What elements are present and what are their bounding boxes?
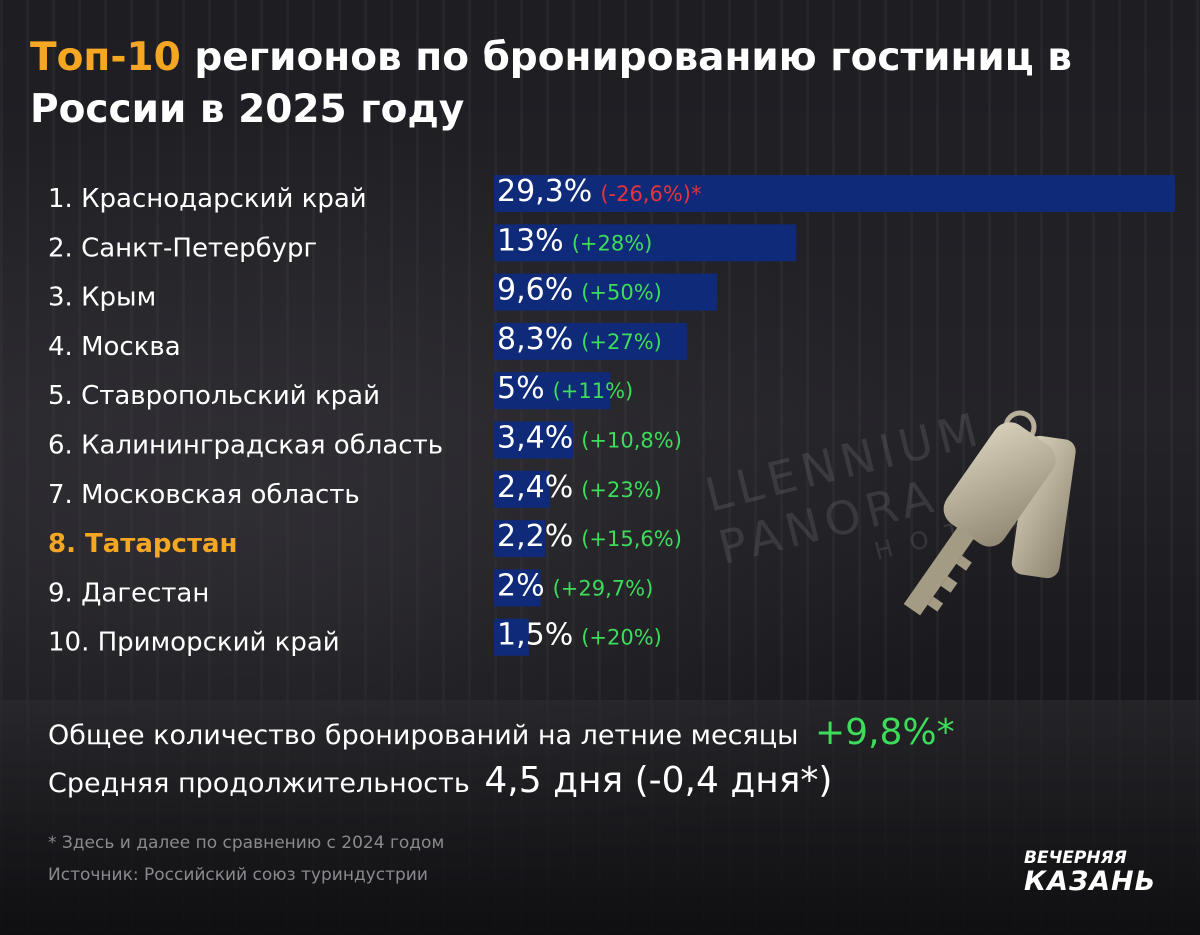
bar-9 bbox=[494, 569, 541, 607]
value-text-3: 9,6% bbox=[497, 273, 573, 308]
bar-1 bbox=[494, 175, 1175, 212]
category-label-7: 7. Московская область bbox=[48, 480, 360, 510]
change-label-4: (+27%) bbox=[581, 330, 662, 354]
title-rest: регионов по бронированию гостиниц в Росс… bbox=[30, 35, 1072, 132]
bar-3 bbox=[494, 273, 718, 311]
category-label-1: 1. Краснодарский край bbox=[48, 184, 367, 214]
bookings-label: Общее количество бронирований на летние … bbox=[48, 720, 799, 751]
brand-logo: ВЕЧЕРНЯЯ КАЗАНЬ bbox=[1024, 846, 1159, 897]
value-label-9: 2% (+29,7%) bbox=[497, 568, 653, 603]
category-label-2: 2. Санкт-Петербург bbox=[48, 233, 317, 263]
bar-4 bbox=[494, 322, 687, 360]
bar-chart: 1. Краснодарский край 29,3% (-26,6%)* 2. Са… bbox=[48, 174, 1175, 658]
title-accent: Топ-10 bbox=[30, 35, 181, 80]
duration-value: 4,5 дня (-0,4 дня*) bbox=[484, 760, 833, 801]
change-label-9: (+29,7%) bbox=[553, 576, 654, 600]
value-label-6: 3,4% (+10,8%) bbox=[497, 421, 682, 456]
value-text-9: 2% bbox=[497, 568, 545, 603]
value-text-2: 13% bbox=[497, 223, 564, 258]
value-text-5: 5% bbox=[497, 371, 545, 406]
bar-6 bbox=[494, 421, 573, 459]
source-note: Источник: Российский союз туриндустрии bbox=[48, 865, 428, 885]
duration-summary: Средняя продолжительность 4,5 дня (-0,4 … bbox=[48, 760, 832, 801]
change-label-3: (+50%) bbox=[581, 281, 662, 305]
change-label-10: (+20%) bbox=[581, 626, 662, 650]
logo-line1: ВЕЧЕРНЯЯ bbox=[1024, 848, 1127, 868]
change-label-6: (+10,8%) bbox=[581, 429, 682, 453]
hotel-keys-icon bbox=[903, 410, 1076, 616]
bar-5 bbox=[494, 372, 611, 410]
category-label-9: 9. Дагестан bbox=[48, 578, 209, 608]
category-label-5: 5. Ставропольский край bbox=[48, 381, 380, 411]
bar-10 bbox=[494, 618, 529, 656]
value-label-1: 29,3% (-26,6%)* bbox=[497, 174, 702, 209]
change-label-1: (-26,6%)* bbox=[600, 182, 701, 206]
footnote: * Здесь и далее по сравнению с 2024 годо… bbox=[48, 833, 445, 853]
change-label-8: (+15,6%) bbox=[581, 527, 682, 551]
bar-7 bbox=[494, 470, 550, 508]
value-label-4: 8,3% (+27%) bbox=[497, 322, 662, 357]
bar-8 bbox=[494, 520, 546, 558]
category-label-10: 10. Приморский край bbox=[48, 628, 340, 658]
bookings-summary: Общее количество бронирований на летние … bbox=[48, 712, 955, 753]
category-label-6: 6. Калининградская область bbox=[48, 431, 443, 461]
background-floor bbox=[0, 700, 1200, 935]
value-text-10: 1,5% bbox=[497, 618, 573, 653]
change-label-2: (+28%) bbox=[572, 231, 653, 255]
duration-label: Средняя продолжительность bbox=[48, 768, 470, 799]
value-label-5: 5% (+11%) bbox=[497, 371, 633, 406]
value-text-7: 2,4% bbox=[497, 470, 573, 505]
change-label-7: (+23%) bbox=[581, 478, 662, 502]
logo-line2: КАЗАНЬ bbox=[1024, 866, 1157, 897]
category-label-8: 8. Татарстан bbox=[48, 529, 238, 559]
page-title: Топ-10 регионов по бронированию гостиниц… bbox=[30, 32, 1170, 136]
value-text-4: 8,3% bbox=[497, 322, 573, 357]
value-label-2: 13% (+28%) bbox=[497, 223, 652, 258]
value-text-1: 29,3% bbox=[497, 174, 592, 209]
value-text-8: 2,2% bbox=[497, 519, 573, 554]
value-label-3: 9,6% (+50%) bbox=[497, 273, 662, 308]
bookings-value: +9,8%* bbox=[815, 712, 955, 753]
value-label-7: 2,4% (+23%) bbox=[497, 470, 662, 505]
bar-2 bbox=[494, 224, 797, 262]
category-label-4: 4. Москва bbox=[48, 332, 181, 362]
change-label-5: (+11%) bbox=[553, 379, 634, 403]
value-text-6: 3,4% bbox=[497, 421, 573, 456]
category-label-3: 3. Крым bbox=[48, 283, 156, 313]
value-label-8: 2,2% (+15,6%) bbox=[497, 519, 682, 554]
value-label-10: 1,5% (+20%) bbox=[497, 618, 662, 653]
